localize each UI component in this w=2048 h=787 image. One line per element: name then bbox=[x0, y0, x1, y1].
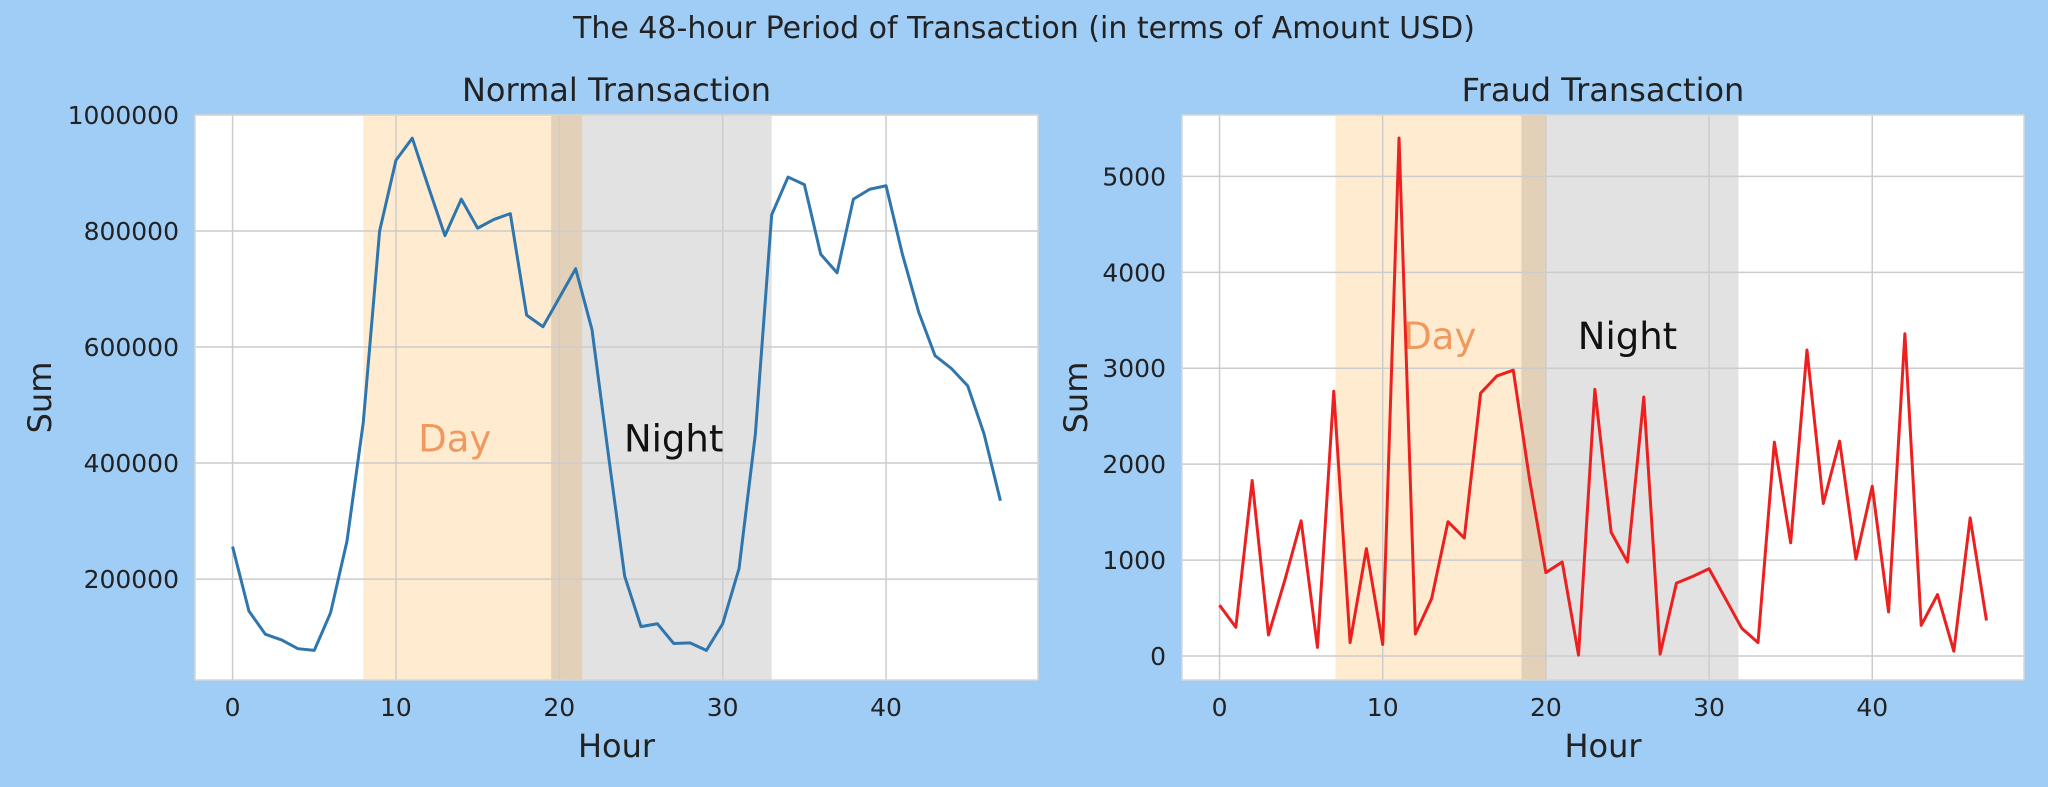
normal-ytick-label: 1000000 bbox=[68, 101, 179, 130]
normal-xtick-label: 20 bbox=[543, 693, 575, 722]
fraud-series-line bbox=[1218, 136, 1988, 657]
fraud-shade-night bbox=[1521, 115, 1739, 680]
fraud-region-label-night: Night bbox=[1578, 315, 1677, 358]
figure-suptitle: The 48-hour Period of Transaction (in te… bbox=[572, 11, 1475, 46]
normal-ytick-label: 600000 bbox=[84, 333, 179, 362]
fraud-ytick-label: 1000 bbox=[1102, 546, 1166, 575]
fraud-xtick-label: 40 bbox=[1856, 693, 1888, 722]
normal-chart-title: Normal Transaction bbox=[462, 71, 771, 109]
normal-ytick-label: 200000 bbox=[84, 565, 179, 594]
fraud-chart-title: Fraud Transaction bbox=[1462, 71, 1745, 109]
normal-xtick-label: 40 bbox=[870, 693, 902, 722]
normal-shade-day bbox=[363, 115, 583, 680]
normal-shade-night bbox=[551, 115, 772, 680]
fraud-region-label-day: Day bbox=[1403, 315, 1476, 358]
normal-axes-frame bbox=[194, 114, 1039, 681]
normal-xtick-label: 10 bbox=[380, 693, 412, 722]
normal-region-label-night: Night bbox=[624, 417, 723, 460]
fraud-ytick-label: 0 bbox=[1150, 642, 1166, 671]
normal-series-line bbox=[231, 136, 1002, 652]
fraud-x-axis-label: Hour bbox=[1564, 727, 1642, 765]
fraud-ytick-label: 5000 bbox=[1102, 162, 1166, 191]
fraud-ytick-label: 4000 bbox=[1102, 258, 1166, 287]
normal-transaction-chart: Day Night 0 10 20 30 40 200000 400000 600000 80000… bbox=[21, 71, 1039, 765]
normal-xtick-label: 0 bbox=[225, 693, 241, 722]
fraud-xtick-label: 10 bbox=[1367, 693, 1399, 722]
normal-x-axis-label: Hour bbox=[578, 727, 656, 765]
fraud-shade-day bbox=[1335, 115, 1546, 680]
normal-ytick-label: 800000 bbox=[84, 217, 179, 246]
normal-xtick-label: 30 bbox=[707, 693, 739, 722]
fraud-ytick-label: 3000 bbox=[1102, 354, 1166, 383]
fraud-xtick-label: 20 bbox=[1530, 693, 1562, 722]
normal-region-label-day: Day bbox=[418, 417, 491, 460]
fraud-ytick-label: 2000 bbox=[1102, 450, 1166, 479]
fraud-axes-frame bbox=[1181, 114, 2025, 681]
normal-y-axis-label: Sum bbox=[21, 362, 59, 434]
fraud-y-axis-label: Sum bbox=[1057, 362, 1095, 434]
normal-ytick-label: 400000 bbox=[84, 449, 179, 478]
fraud-transaction-chart: Day Night 0 10 20 30 40 0 1000 2000 3000 4000 5000 Fr… bbox=[1057, 71, 2025, 765]
fraud-xtick-label: 0 bbox=[1212, 693, 1228, 722]
fraud-xtick-label: 30 bbox=[1693, 693, 1725, 722]
